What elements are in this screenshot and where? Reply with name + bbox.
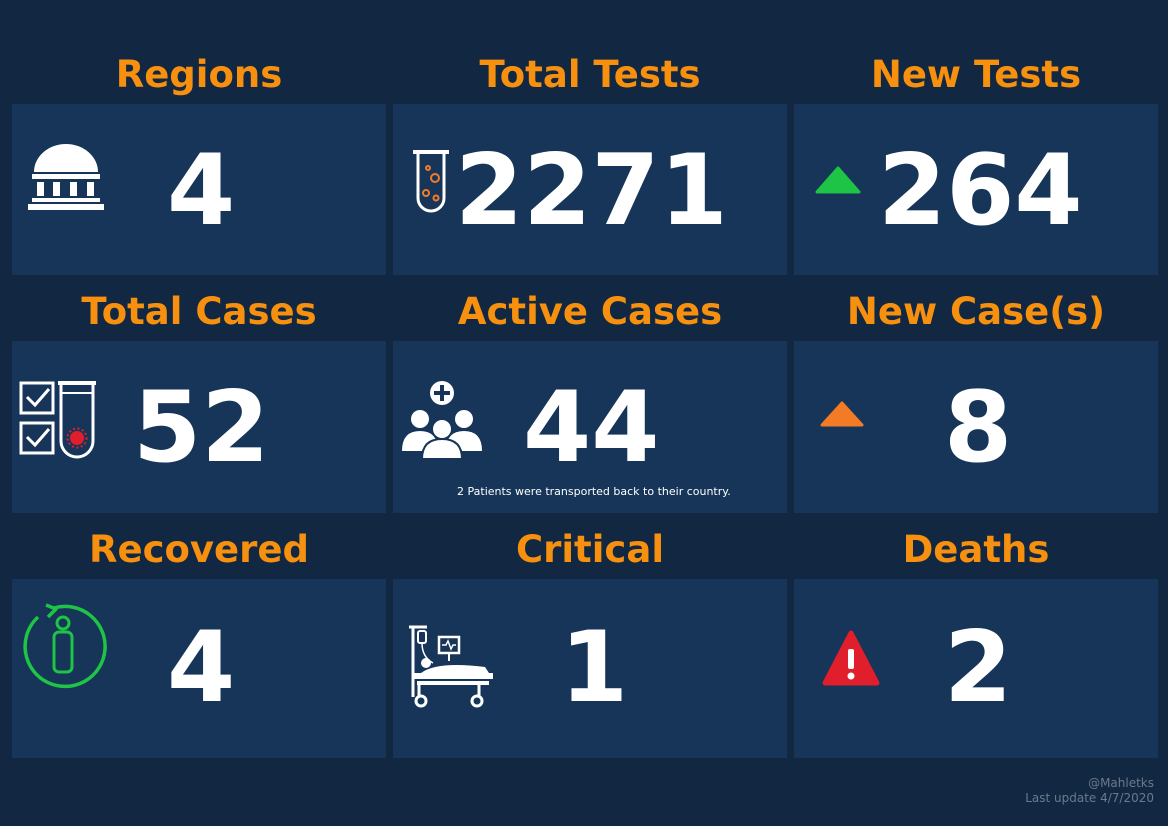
- total-cases-title: Total Cases: [81, 290, 317, 333]
- footer-last-update: Last update 4/7/2020: [1025, 791, 1154, 805]
- regions-value: 4: [167, 134, 236, 248]
- active-cases-value: 44: [523, 371, 660, 485]
- deaths-card: 2: [794, 579, 1158, 758]
- warning-icon: [822, 630, 880, 686]
- footer: @Mahletks Last update 4/7/2020: [1025, 776, 1154, 806]
- patients-group-icon: [402, 381, 482, 459]
- recovered-person-icon: [23, 603, 107, 689]
- critical-title: Critical: [515, 528, 665, 571]
- recovered-title: Recovered: [89, 528, 309, 571]
- new-tests-title: New Tests: [870, 53, 1082, 96]
- critical-value: 1: [560, 611, 629, 725]
- deaths-value: 2: [944, 611, 1013, 725]
- new-tests-card: 264: [794, 104, 1158, 275]
- checklist-test-tube-icon: [19, 381, 96, 459]
- new-tests-value: 264: [878, 134, 1083, 248]
- total-tests-value: 2271: [455, 134, 728, 248]
- footer-author: @Mahletks: [1088, 776, 1154, 790]
- new-cases-value: 8: [944, 371, 1013, 485]
- government-building-icon: [28, 144, 104, 210]
- critical-card: 1: [393, 579, 787, 758]
- active-cases-note: 2 Patients were transported back to thei…: [457, 485, 731, 498]
- recovered-value: 4: [167, 611, 236, 725]
- triangle-up-icon: [820, 401, 864, 427]
- active-cases-title: Active Cases: [457, 290, 723, 333]
- total-cases-value: 52: [133, 371, 270, 485]
- total-cases-card: 52: [12, 341, 386, 513]
- recovered-card: 4: [12, 579, 386, 758]
- new-cases-title: New Case(s): [846, 290, 1106, 333]
- triangle-up-icon: [815, 166, 861, 194]
- active-cases-card: 44 2 Patients were transported back to t…: [393, 341, 787, 513]
- test-tube-icon: [413, 150, 449, 213]
- hospital-bed-icon: [409, 625, 493, 708]
- deaths-title: Deaths: [902, 528, 1050, 571]
- regions-title: Regions: [115, 53, 283, 96]
- total-tests-title: Total Tests: [479, 53, 701, 96]
- regions-card: 4: [12, 104, 386, 275]
- total-tests-card: 2271: [393, 104, 787, 275]
- new-cases-card: 8: [794, 341, 1158, 513]
